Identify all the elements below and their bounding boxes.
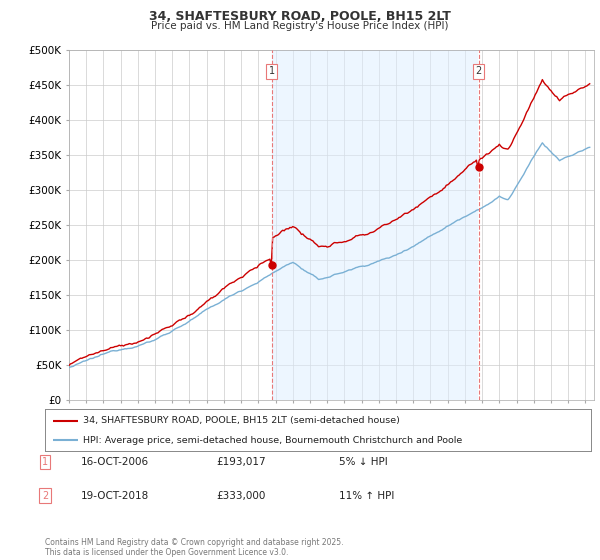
Text: 19-OCT-2018: 19-OCT-2018 [81, 491, 149, 501]
Text: 1: 1 [269, 67, 275, 76]
Text: 34, SHAFTESBURY ROAD, POOLE, BH15 2LT: 34, SHAFTESBURY ROAD, POOLE, BH15 2LT [149, 10, 451, 23]
Bar [272, 50, 478, 400]
Text: 5% ↓ HPI: 5% ↓ HPI [339, 457, 388, 467]
Text: HPI: Average price, semi-detached house, Bournemouth Christchurch and Poole: HPI: Average price, semi-detached house,… [83, 436, 463, 445]
Text: 16-OCT-2006: 16-OCT-2006 [81, 457, 149, 467]
Text: £193,017: £193,017 [216, 457, 266, 467]
Text: Price paid vs. HM Land Registry's House Price Index (HPI): Price paid vs. HM Land Registry's House … [151, 21, 449, 31]
Text: Contains HM Land Registry data © Crown copyright and database right 2025.
This d: Contains HM Land Registry data © Crown c… [45, 538, 343, 557]
Text: 11% ↑ HPI: 11% ↑ HPI [339, 491, 394, 501]
Text: 2: 2 [475, 67, 482, 76]
Text: £333,000: £333,000 [216, 491, 265, 501]
Text: 34, SHAFTESBURY ROAD, POOLE, BH15 2LT (semi-detached house): 34, SHAFTESBURY ROAD, POOLE, BH15 2LT (s… [83, 416, 400, 425]
Text: 1: 1 [42, 457, 48, 467]
Text: 2: 2 [42, 491, 48, 501]
